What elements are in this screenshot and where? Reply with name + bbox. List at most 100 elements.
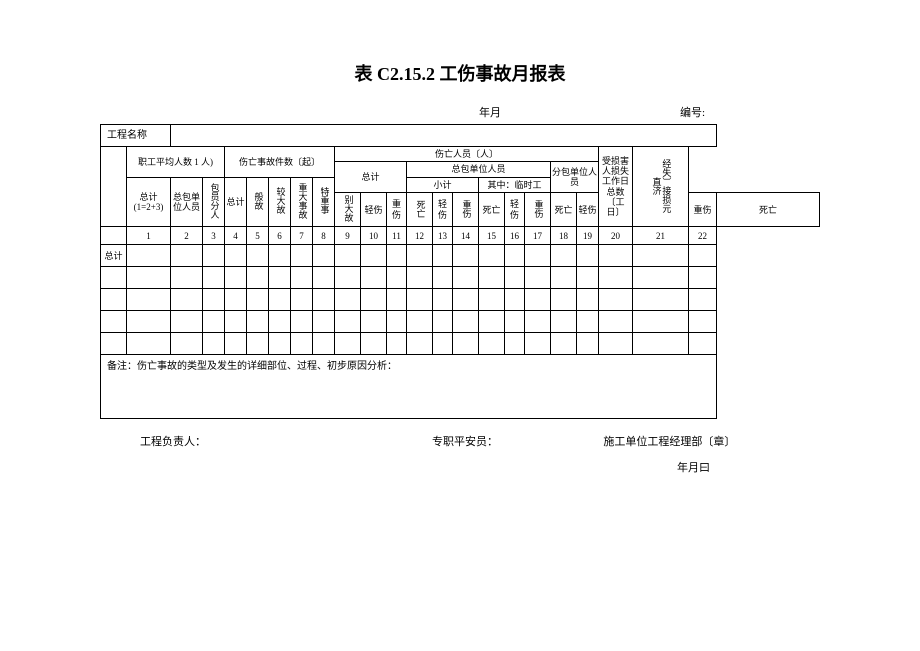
data-cell — [127, 333, 171, 355]
data-cell — [407, 333, 433, 355]
data-cell — [101, 289, 127, 311]
notes-cell: 备注：伤亡事故的类型及发生的详细部位、过程、初步原因分析： — [101, 355, 717, 419]
data-cell — [453, 311, 479, 333]
data-cell — [505, 333, 525, 355]
data-cell — [203, 245, 225, 267]
data-cell — [247, 289, 269, 311]
major-accident-text: 重大事故 — [297, 183, 307, 219]
data-cell — [127, 267, 171, 289]
data-cell — [577, 289, 599, 311]
col-num: 21 — [633, 227, 689, 245]
data-cell — [407, 311, 433, 333]
data-cell — [361, 267, 387, 289]
data-cell — [633, 289, 689, 311]
row-total-label: 总计 — [101, 245, 127, 267]
col-num: 4 — [225, 227, 247, 245]
data-cell — [335, 311, 361, 333]
data-cell — [525, 267, 551, 289]
stub-blank — [101, 147, 127, 227]
data-cell — [313, 245, 335, 267]
data-cell — [225, 245, 247, 267]
esp-major-text: 特重事 — [319, 187, 329, 214]
data-row — [101, 267, 820, 289]
data-cell — [505, 267, 525, 289]
data-cell — [291, 289, 313, 311]
sub-contractor-header: 分包单位人员 — [551, 162, 599, 193]
data-cell — [433, 311, 453, 333]
temp-minor-header: 轻伤 — [505, 193, 525, 227]
main-contractor-header: 总包单位人员 — [407, 162, 551, 177]
data-cell — [479, 245, 505, 267]
meta-row: 年月 编号: — [100, 104, 820, 120]
col-num: 6 — [269, 227, 291, 245]
subc-serious-header: 重伤 — [689, 193, 717, 227]
data-cell — [203, 289, 225, 311]
data-row — [101, 333, 820, 355]
num-blank — [101, 227, 127, 245]
header-row-1: 职工平均人数 1 人) 伤亡事故件数〔起〕 伤亡人员〔人〕 受损害人损失工作日总… — [101, 147, 820, 162]
col-num: 17 — [525, 227, 551, 245]
data-cell — [633, 311, 689, 333]
data-cell — [291, 311, 313, 333]
data-cell — [407, 245, 433, 267]
data-cell — [505, 245, 525, 267]
col-num: 16 — [505, 227, 525, 245]
col-num: 1 — [127, 227, 171, 245]
sub-minor-header: 轻伤 — [433, 193, 453, 227]
data-cell — [551, 333, 577, 355]
col-num: 5 — [247, 227, 269, 245]
data-cell — [225, 267, 247, 289]
col-num: 15 — [479, 227, 505, 245]
sub-death-header: 死亡 — [479, 193, 505, 227]
data-cell — [577, 267, 599, 289]
data-cell — [453, 289, 479, 311]
data-cell — [551, 311, 577, 333]
total-row: 总计 — [101, 245, 820, 267]
page: 表 C2.15.2 工伤事故月报表 年月 编号: — [0, 0, 920, 505]
data-cell — [387, 267, 407, 289]
data-cell — [127, 245, 171, 267]
col-num: 22 — [689, 227, 717, 245]
col-num: 7 — [291, 227, 313, 245]
footer-construction-unit: 施工单位工程经理部〔章〕 — [573, 433, 820, 449]
esp-major-header: 特重事 — [313, 177, 335, 227]
data-cell — [313, 289, 335, 311]
data-cell — [505, 289, 525, 311]
cas-minor-header: 轻伤 — [361, 193, 387, 227]
data-cell — [171, 267, 203, 289]
data-cell — [433, 245, 453, 267]
data-cell — [269, 333, 291, 355]
major-accident-header: 重大事故 — [291, 177, 313, 227]
data-cell — [479, 267, 505, 289]
data-cell — [387, 333, 407, 355]
report-title: 表 C2.15.2 工伤事故月报表 — [100, 60, 820, 86]
data-cell — [247, 311, 269, 333]
data-cell — [599, 245, 633, 267]
economic-loss-header: 经失〕接损元直济 — [633, 147, 689, 227]
general-accident-text: 般故 — [253, 192, 263, 210]
data-cell — [599, 289, 633, 311]
data-cell — [171, 289, 203, 311]
data-cell — [407, 267, 433, 289]
data-cell — [525, 245, 551, 267]
cas-death-header: 死亡 — [407, 193, 433, 227]
data-cell — [361, 289, 387, 311]
data-cell — [335, 267, 361, 289]
larger-accident-header: 较大故 — [269, 177, 291, 227]
data-cell — [247, 245, 269, 267]
data-cell — [551, 289, 577, 311]
cas-death-text: 死亡 — [415, 200, 425, 218]
footer-project-leader: 工程负责人： — [100, 433, 357, 449]
col-num: 8 — [313, 227, 335, 245]
project-name-cell — [171, 125, 717, 147]
total-formula-header: 总计(1=2+3) — [127, 177, 171, 227]
data-cell — [407, 289, 433, 311]
data-cell — [171, 311, 203, 333]
temp-serious-text: 重伤 — [533, 200, 543, 218]
data-cell — [689, 333, 717, 355]
subc-death-header: 死亡 — [717, 193, 820, 227]
casualty-total-header: 总计 — [335, 162, 407, 193]
data-cell — [505, 311, 525, 333]
project-name-row: 工程名称 — [101, 125, 820, 147]
col-num: 18 — [551, 227, 577, 245]
